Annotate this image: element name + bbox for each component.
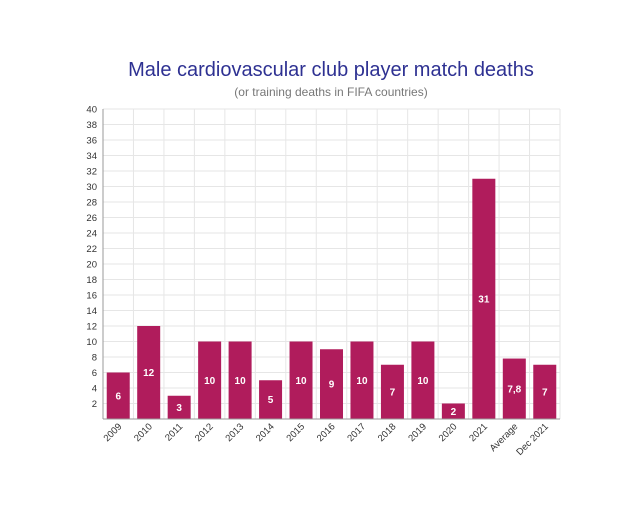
y-tick-label: 40 [86, 105, 97, 116]
y-tick-label: 38 [86, 120, 97, 131]
bar-2020 [441, 403, 465, 419]
y-tick-label: 10 [86, 337, 97, 348]
x-axis-tick-labels: 2009 2010 2011 2012 2013 2014 2015 2016 2017 2018… [102, 421, 551, 458]
chart-subtitle: (or training deaths in FIFA countries) [234, 85, 427, 99]
bar-2009 [106, 372, 130, 419]
x-tick-label: 2021 [467, 421, 490, 444]
data-label: 3 [176, 403, 182, 414]
bar-2016 [320, 349, 343, 419]
data-label: 6 [115, 391, 121, 402]
y-tick-label: 4 [92, 384, 97, 395]
bar-2015 [289, 341, 313, 419]
x-tick-label: 2015 [284, 421, 307, 444]
x-tick-label: 2011 [163, 421, 185, 443]
data-label: 7,8 [507, 384, 521, 395]
data-label: 31 [478, 294, 490, 305]
y-tick-label: 36 [86, 136, 97, 147]
chart-title: Male cardiovascular club player match de… [128, 59, 534, 81]
y-tick-label: 2 [92, 399, 97, 410]
data-label: 9 [329, 380, 335, 391]
bar-2019 [411, 341, 435, 419]
bar-2017 [350, 341, 374, 419]
x-tick-label: 2010 [132, 421, 155, 444]
data-label: 12 [143, 368, 155, 379]
y-tick-label: 26 [86, 213, 97, 224]
bar-2021 [472, 178, 496, 419]
bars [106, 178, 557, 419]
bar-2013 [228, 341, 252, 419]
y-tick-label: 12 [86, 322, 97, 333]
y-tick-label: 18 [86, 275, 97, 286]
bar-2018 [380, 364, 404, 419]
x-tick-label: 2017 [345, 421, 368, 444]
y-tick-label: 32 [86, 167, 97, 178]
y-tick-label: 30 [86, 182, 97, 193]
bar-2012 [198, 341, 222, 419]
bar-2010 [137, 326, 161, 419]
data-label: 7 [390, 387, 396, 398]
y-tick-label: 22 [86, 244, 97, 255]
data-label: 5 [268, 395, 274, 406]
x-tick-label: 2012 [193, 421, 216, 444]
x-tick-label: 2020 [437, 421, 460, 444]
x-tick-label: 2009 [102, 421, 125, 444]
bar-dec-2021 [533, 364, 557, 419]
y-tick-label: 28 [86, 198, 97, 209]
bar-2014 [259, 380, 283, 419]
data-label: 10 [204, 376, 216, 387]
data-label: 10 [235, 376, 247, 387]
x-tick-label: 2014 [254, 421, 277, 444]
y-tick-label: 24 [86, 229, 97, 240]
y-tick-label: 34 [86, 151, 97, 162]
y-tick-label: 14 [86, 306, 97, 317]
data-label: 7 [542, 387, 548, 398]
data-labels: 6 12 3 10 10 5 10 9 10 7 10 2 31 7,8 7 [115, 294, 548, 417]
x-tick-label: 2018 [376, 421, 399, 444]
bar-2011 [167, 395, 191, 419]
bar-average [502, 358, 526, 419]
y-tick-label: 16 [86, 291, 97, 302]
data-label: 10 [417, 376, 429, 387]
x-tick-label: 2016 [315, 421, 338, 444]
data-label: 10 [295, 376, 307, 387]
x-tick-label: 2019 [406, 421, 429, 444]
y-tick-label: 8 [92, 353, 97, 364]
data-label: 2 [451, 407, 457, 418]
y-tick-label: 20 [86, 260, 97, 271]
data-label: 10 [356, 376, 368, 387]
x-tick-label: 2013 [223, 421, 246, 444]
x-tick-label: Dec 2021 [514, 421, 551, 458]
y-tick-label: 6 [92, 368, 97, 379]
